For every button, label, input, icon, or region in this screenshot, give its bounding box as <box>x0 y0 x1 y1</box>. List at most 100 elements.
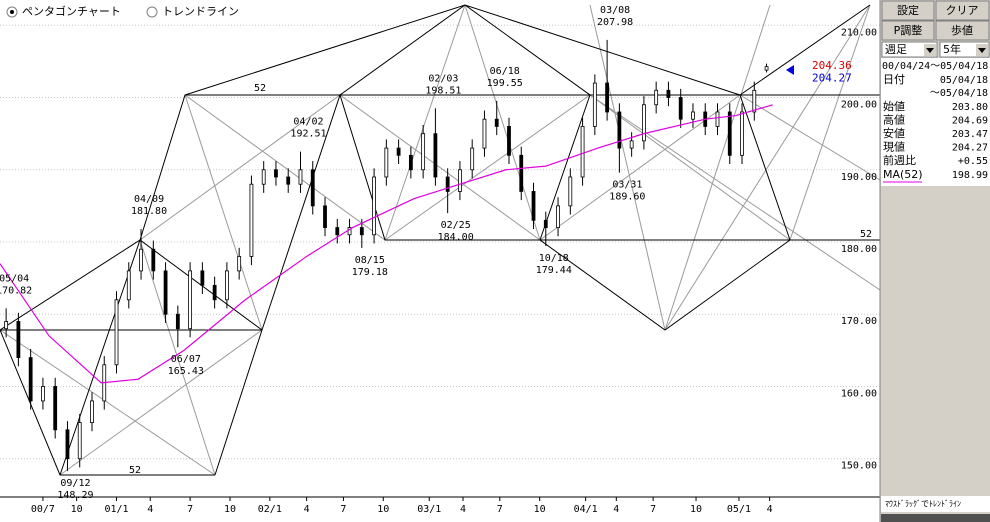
button[interactable] <box>935 0 990 21</box>
annotation-date: 06/18 <box>490 66 520 77</box>
info-value: 198.99 <box>952 170 988 181</box>
x-tick-label: 10 <box>71 504 83 515</box>
x-tick-label: 05/1 <box>727 504 751 515</box>
candle-body <box>421 133 426 171</box>
status-bar <box>881 514 990 522</box>
candle-body <box>151 248 156 272</box>
button[interactable] <box>881 20 935 41</box>
candle-body <box>752 89 757 113</box>
x-tick-label: 02/1 <box>258 504 282 515</box>
info-value: +0.55 <box>958 156 988 167</box>
x-tick-label: 03/1 <box>417 504 441 515</box>
x-tick-label: 10 <box>534 504 546 515</box>
candle-body <box>16 321 21 358</box>
button[interactable] <box>881 0 935 21</box>
candle-body <box>691 111 695 120</box>
x-tick-label: 04/1 <box>574 504 598 515</box>
price-marker: 204.27 <box>812 72 852 85</box>
candle-body <box>28 357 33 402</box>
candle-body <box>727 111 732 156</box>
candle-body <box>359 227 364 236</box>
candle-body <box>507 126 511 156</box>
x-tick-label: 00/7 <box>31 504 55 515</box>
side-panel: 設定 クリア P調整 歩値 週足 5年 00/04/24～05/04/18 日付… <box>879 0 990 522</box>
select-arrow[interactable] <box>978 48 986 53</box>
candle-body <box>310 169 315 207</box>
annotation-value: 198.51 <box>425 85 461 96</box>
info-box <box>881 58 990 186</box>
select-arrow[interactable] <box>926 48 934 53</box>
info-value: 05/04/18 <box>940 75 988 86</box>
candle-body <box>53 386 58 431</box>
candle-body <box>274 169 278 178</box>
button-label[interactable]: 歩値 <box>951 23 973 37</box>
toolbar: ペンタゴンチャート トレンドライン <box>0 0 260 22</box>
info-value: 204.69 <box>952 116 988 127</box>
info-label: 始値 <box>883 99 905 113</box>
pentagon-lines <box>0 4 880 476</box>
y-tick-label: 180.00 <box>841 244 877 255</box>
candle-body <box>433 133 438 178</box>
candle-body <box>4 321 9 330</box>
candle-body <box>482 118 487 149</box>
candle-body <box>237 256 242 272</box>
x-tick-label: 7 <box>340 504 346 515</box>
toolbar-background <box>0 0 260 22</box>
x-tick-label: 10 <box>377 504 389 515</box>
info-label: 現値 <box>883 141 905 154</box>
annotation-value: 148.29 <box>57 490 93 501</box>
radio-dot[interactable] <box>10 10 14 14</box>
candle-body <box>740 111 744 156</box>
candle-body <box>568 176 573 207</box>
candle-body <box>458 169 462 192</box>
annotation-date: 03/08 <box>600 5 630 16</box>
y-tick-label: 200.00 <box>841 100 877 111</box>
x-tick-label: 4 <box>613 504 619 515</box>
x-tick-label: 10 <box>224 504 236 515</box>
candle-body <box>556 205 560 228</box>
radio-label[interactable]: ペンタゴンチャート <box>22 4 121 18</box>
radio-label[interactable]: トレンドライン <box>162 5 239 18</box>
annotation-date: 10/18 <box>539 253 569 264</box>
candle-body <box>298 169 303 185</box>
x-tick-label: 7 <box>187 504 193 515</box>
x-tick-label: 7 <box>497 504 503 515</box>
candle-body <box>41 386 45 402</box>
annotation-date: 04/02 <box>293 117 323 128</box>
select-label[interactable]: 5年 <box>943 42 961 56</box>
annotation-value: 192.51 <box>290 129 326 140</box>
hint-box <box>881 496 990 512</box>
radio[interactable] <box>146 6 158 18</box>
candle-body <box>678 97 683 120</box>
select-label[interactable]: 週足 <box>885 43 907 56</box>
annotation-value: 179.44 <box>536 265 572 276</box>
annotation-value: 170.82 <box>0 285 32 296</box>
candle-body <box>384 147 389 178</box>
button[interactable] <box>935 20 990 41</box>
button-label[interactable]: 設定 <box>897 4 919 17</box>
candle-body <box>519 154 524 192</box>
button-label[interactable]: P調整 <box>894 23 923 37</box>
button-label[interactable]: クリア <box>946 4 979 17</box>
y-tick-label: 210.00 <box>841 27 877 38</box>
candle-body <box>764 66 769 71</box>
annotation-value: 189.60 <box>609 192 645 203</box>
annotation-value: 199.55 <box>487 78 523 89</box>
candle-body <box>642 104 646 142</box>
candle-body <box>592 82 597 127</box>
y-tick-label: 150.00 <box>841 461 877 472</box>
x-tick-label: 4 <box>147 504 153 515</box>
info-value: ～05/04/18 <box>930 88 988 99</box>
x-tick-label: 10 <box>690 504 702 515</box>
pentagon-label: 52 <box>860 229 872 240</box>
candle-body <box>445 176 450 192</box>
annotation-date: 02/25 <box>441 220 471 231</box>
candle-body <box>249 183 254 257</box>
hint: ﾏｳｽﾄﾞﾗｯｸﾞでﾄﾚﾝﾄﾞﾗｲﾝ <box>885 500 961 509</box>
annotation-date: 09/12 <box>60 478 90 489</box>
price-marker: 204.36 <box>812 59 852 72</box>
select[interactable] <box>881 41 938 58</box>
candle-body <box>531 191 536 221</box>
x-tick-label: 7 <box>650 504 656 515</box>
